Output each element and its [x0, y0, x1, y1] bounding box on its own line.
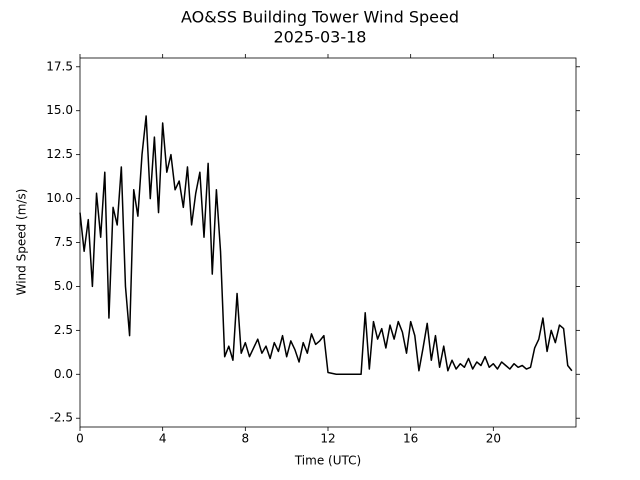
y-tick-label: 5.0 [54, 279, 73, 293]
y-tick-label: -2.5 [50, 411, 73, 425]
x-tick-label: 20 [486, 432, 501, 446]
x-tick-label: 12 [320, 432, 335, 446]
x-tick-label: 4 [159, 432, 167, 446]
y-tick-label: 12.5 [46, 147, 73, 161]
chart-subtitle: 2025-03-18 [274, 28, 367, 47]
x-axis-label: Time (UTC) [294, 454, 361, 468]
y-tick-label: 15.0 [46, 103, 73, 117]
x-tick-label: 0 [76, 432, 84, 446]
y-tick-label: 2.5 [54, 323, 73, 337]
wind-speed-line [79, 115, 573, 376]
y-tick-label: 17.5 [46, 59, 73, 73]
chart-title: AO&SS Building Tower Wind Speed [181, 8, 459, 27]
y-axis-label: Wind Speed (m/s) [15, 189, 29, 296]
y-tick-label: 10.0 [46, 191, 73, 205]
y-tick-label: 0.0 [54, 367, 73, 381]
x-tick-label: 16 [403, 432, 418, 446]
x-tick-label: 8 [242, 432, 250, 446]
y-tick-label: 7.5 [54, 235, 73, 249]
plot-frame [79, 57, 577, 428]
